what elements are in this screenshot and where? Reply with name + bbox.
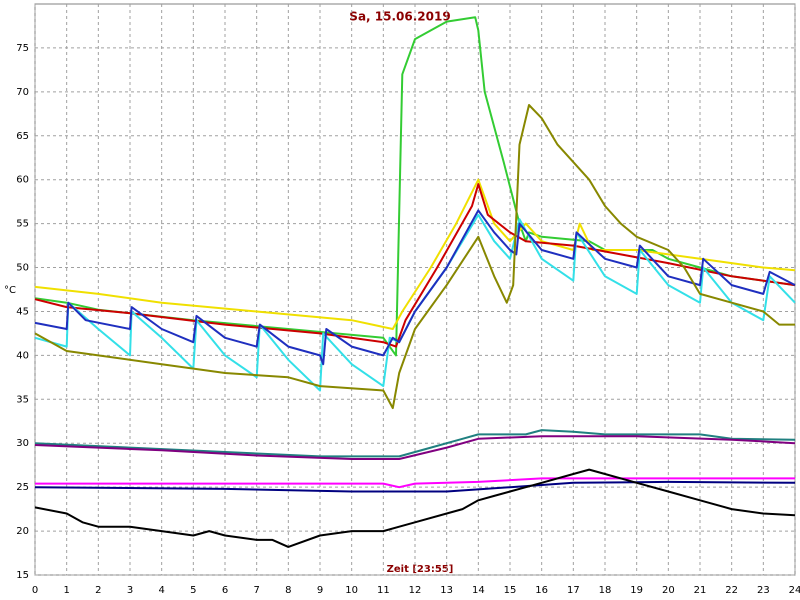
x-tick-label: 7 [253,585,259,596]
x-tick-label: 10 [345,585,358,596]
x-tick-label: 6 [222,585,228,596]
y-tick-label: 65 [16,131,29,142]
x-tick-label: 24 [789,585,800,596]
x-tick-label: 21 [694,585,707,596]
series-line [34,480,796,493]
x-tick-label: 5 [190,585,196,596]
x-axis-label: Zeit [23:55] [387,564,454,575]
series-line [34,435,796,460]
y-axis-label: °C [4,285,16,296]
y-tick-label: 55 [16,219,29,230]
y-tick-label: 20 [16,526,29,537]
series-line [34,209,796,366]
x-tick-label: 20 [662,585,675,596]
x-tick-label: 23 [757,585,770,596]
x-tick-label: 17 [567,585,580,596]
x-tick-label: 18 [599,585,612,596]
x-tick-label: 22 [725,585,738,596]
y-tick-label: 50 [16,263,29,274]
y-tick-label: 60 [16,175,29,186]
y-tick-label: 40 [16,350,29,361]
y-tick-label: 35 [16,394,29,405]
y-tick-label: 30 [16,438,29,449]
y-tick-label: 70 [16,87,29,98]
y-tick-label: 75 [16,43,29,54]
x-tick-label: 9 [317,585,323,596]
x-tick-label: 14 [472,585,485,596]
x-tick-label: 11 [377,585,390,596]
series-line [34,104,795,410]
series-line [34,178,796,330]
chart-title: Sa, 15.06.2019 [349,10,450,24]
x-tick-label: 4 [158,585,164,596]
series-line [34,468,796,548]
x-tick-label: 3 [127,585,133,596]
x-tick-label: 8 [285,585,291,596]
x-tick-label: 2 [95,585,101,596]
x-tick-label: 19 [630,585,643,596]
x-tick-label: 1 [63,585,69,596]
x-tick-label: 12 [409,585,422,596]
y-tick-label: 45 [16,306,29,317]
y-tick-label: 25 [16,482,29,493]
x-tick-label: 16 [535,585,548,596]
series-line [34,183,796,348]
x-tick-label: 15 [504,585,517,596]
x-tick-label: 0 [32,585,38,596]
series-line [35,477,795,489]
y-tick-label: 15 [16,570,29,581]
x-tick-label: 13 [440,585,453,596]
series-line [34,429,796,458]
